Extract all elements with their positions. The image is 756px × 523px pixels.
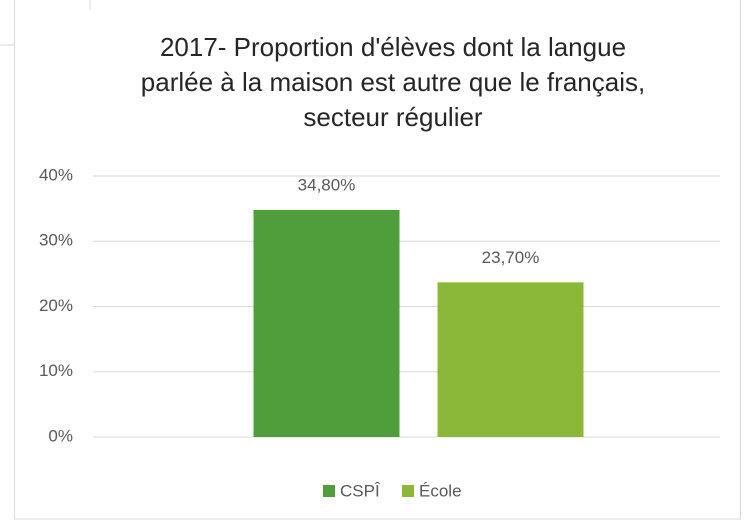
legend-swatch (402, 485, 414, 497)
data-label: 23,70% (482, 248, 540, 267)
chart-border (14, 0, 741, 520)
data-label: 34,80% (298, 175, 356, 194)
y-tick-label: 20% (39, 296, 73, 315)
legend-swatch (323, 485, 335, 497)
chart-title: secteur régulier (303, 102, 483, 132)
legend-label: École (419, 481, 462, 500)
chart-title: parlée à la maison est autre que le fran… (141, 67, 645, 97)
y-tick-label: 30% (39, 231, 73, 250)
chart-title: 2017- Proportion d'élèves dont la langue (160, 32, 626, 62)
y-tick-label: 10% (39, 361, 73, 380)
y-tick-label: 0% (48, 426, 73, 445)
bar (253, 209, 400, 437)
legend-label: CSPÎ (340, 481, 381, 500)
bar (437, 282, 584, 437)
y-tick-label: 40% (39, 165, 73, 184)
